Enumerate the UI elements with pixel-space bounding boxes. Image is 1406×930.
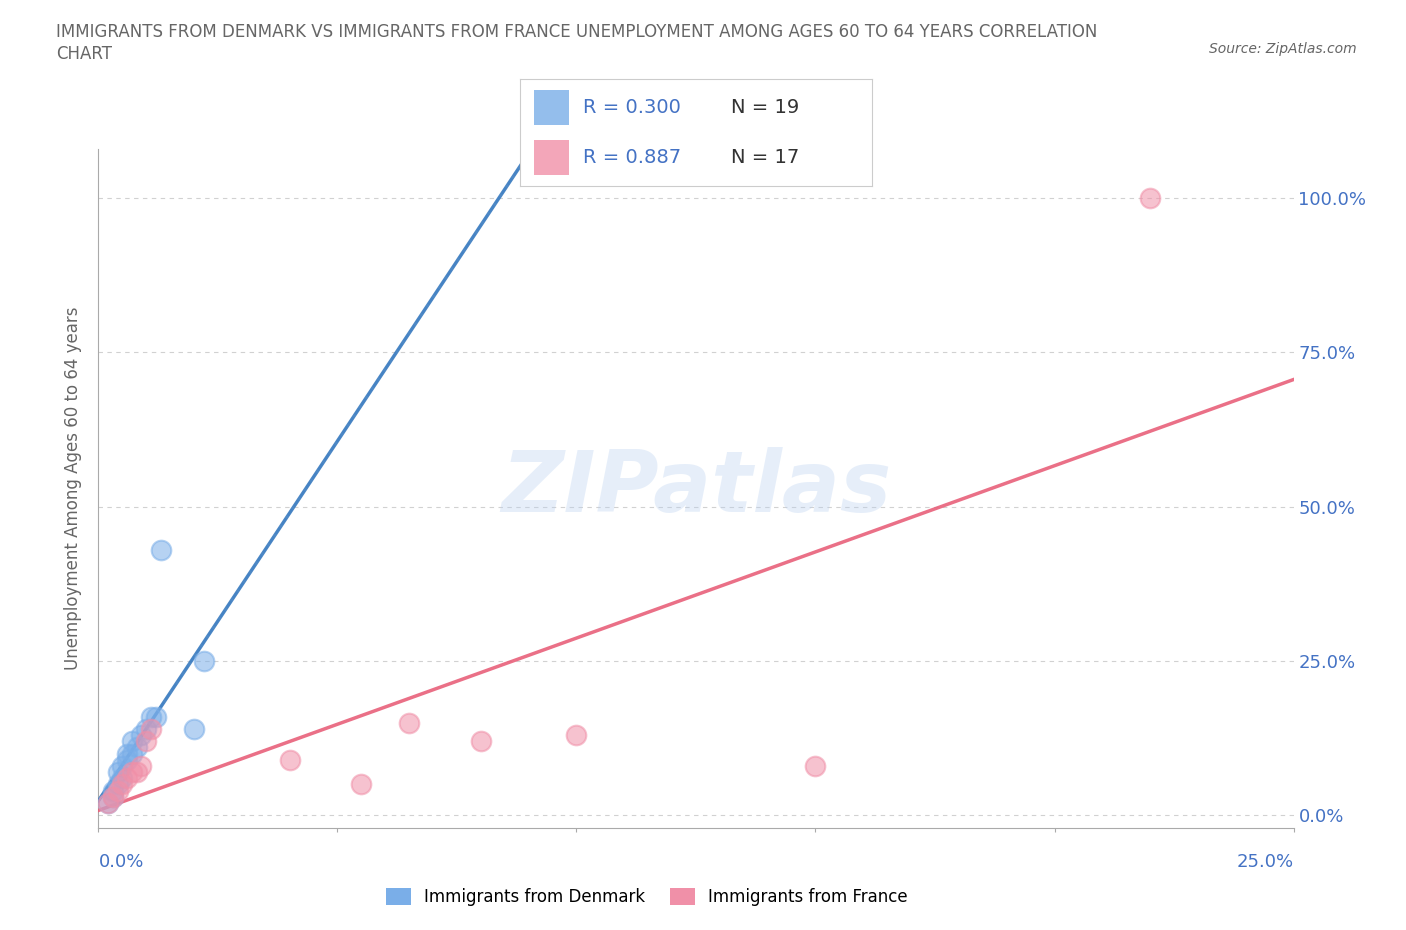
- Point: [107, 777, 129, 792]
- FancyBboxPatch shape: [534, 140, 569, 175]
- Text: 0.0%: 0.0%: [98, 853, 143, 871]
- Point: [470, 734, 492, 749]
- Point: [1139, 191, 1161, 206]
- Point: [125, 740, 148, 755]
- Text: Source: ZipAtlas.com: Source: ZipAtlas.com: [1209, 42, 1357, 56]
- Point: [107, 764, 129, 779]
- Point: [111, 759, 134, 774]
- Point: [101, 790, 124, 804]
- Point: [565, 727, 588, 742]
- Text: R = 0.887: R = 0.887: [583, 148, 682, 166]
- Point: [97, 795, 120, 810]
- Point: [131, 759, 153, 774]
- Point: [115, 746, 138, 761]
- FancyBboxPatch shape: [534, 90, 569, 125]
- Point: [107, 783, 129, 798]
- Point: [149, 542, 172, 557]
- Point: [804, 759, 827, 774]
- Point: [193, 654, 215, 669]
- Point: [139, 722, 162, 737]
- Point: [111, 771, 134, 786]
- Point: [97, 795, 120, 810]
- Point: [121, 746, 143, 761]
- Point: [398, 715, 420, 730]
- Point: [125, 764, 148, 779]
- Text: IMMIGRANTS FROM DENMARK VS IMMIGRANTS FROM FRANCE UNEMPLOYMENT AMONG AGES 60 TO : IMMIGRANTS FROM DENMARK VS IMMIGRANTS FR…: [56, 23, 1098, 41]
- Point: [131, 727, 153, 742]
- Y-axis label: Unemployment Among Ages 60 to 64 years: Unemployment Among Ages 60 to 64 years: [63, 307, 82, 670]
- Text: R = 0.300: R = 0.300: [583, 99, 682, 117]
- Point: [121, 764, 143, 779]
- Point: [101, 783, 124, 798]
- Point: [101, 790, 124, 804]
- Text: CHART: CHART: [56, 45, 112, 62]
- Point: [135, 734, 157, 749]
- Point: [278, 752, 301, 767]
- Point: [121, 734, 143, 749]
- Point: [145, 710, 167, 724]
- Text: N = 19: N = 19: [731, 99, 800, 117]
- Legend: Immigrants from Denmark, Immigrants from France: Immigrants from Denmark, Immigrants from…: [378, 881, 915, 912]
- Text: ZIPatlas: ZIPatlas: [501, 446, 891, 530]
- Point: [111, 777, 134, 792]
- Point: [183, 722, 205, 737]
- Text: 25.0%: 25.0%: [1236, 853, 1294, 871]
- Text: N = 17: N = 17: [731, 148, 800, 166]
- Point: [350, 777, 373, 792]
- Point: [115, 752, 138, 767]
- Point: [135, 722, 157, 737]
- Point: [115, 771, 138, 786]
- Point: [139, 710, 162, 724]
